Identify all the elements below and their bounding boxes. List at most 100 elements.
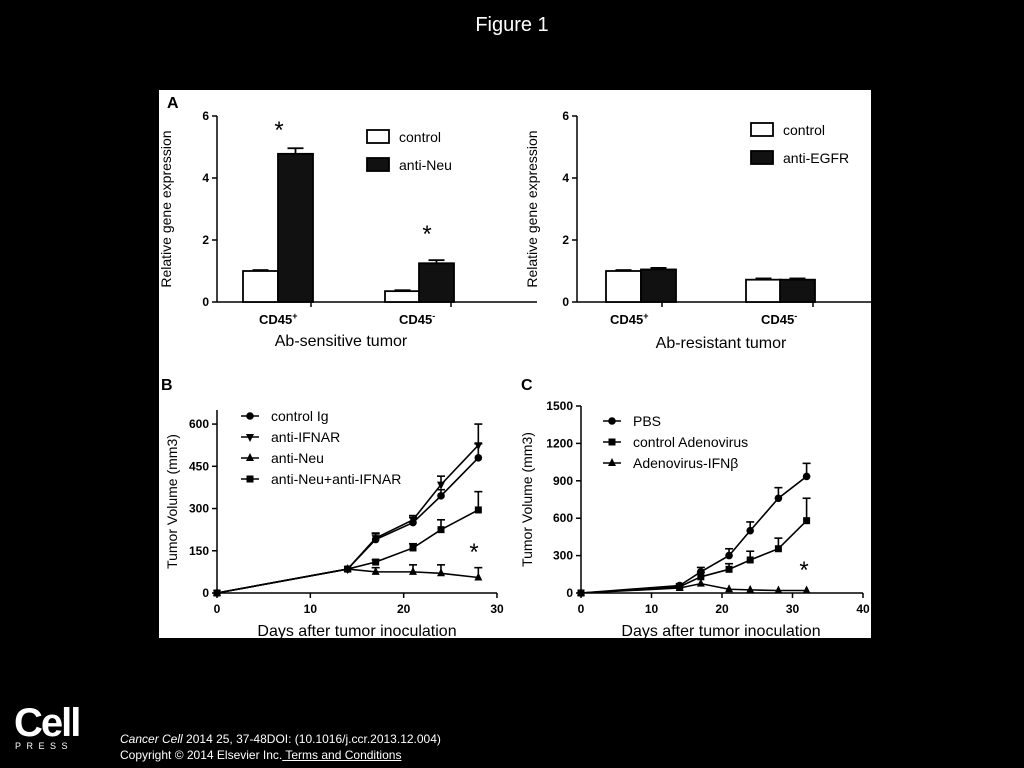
y-tick-label: 6	[202, 109, 209, 123]
data-point	[725, 565, 733, 573]
x-tick-label: 30	[490, 602, 504, 616]
bar	[242, 270, 279, 303]
y-axis-label: Tumor Volume (mm3)	[519, 432, 535, 567]
data-point	[213, 589, 221, 597]
data-point	[746, 526, 754, 535]
bar	[277, 152, 314, 303]
bar	[779, 278, 816, 303]
legend-label: anti-Neu+anti-IFNAR	[271, 471, 401, 487]
data-point	[474, 442, 483, 451]
x-axis-label: Days after tumor inoculation	[621, 623, 820, 638]
data-point	[371, 566, 380, 575]
citation-details: 2014 25, 37-48DOI: (10.1016/j.ccr.2013.1…	[186, 732, 441, 746]
legend-marker	[246, 434, 254, 442]
terms-and-conditions-link[interactable]: Terms and Conditions	[282, 748, 402, 762]
y-tick-label: 0	[566, 586, 573, 600]
panel-letter: A	[167, 95, 179, 112]
y-tick-label: 0	[562, 295, 569, 309]
citation: Cancer Cell 2014 25, 37-48DOI: (10.1016/…	[120, 731, 441, 763]
category-superscript: -	[794, 311, 797, 321]
legend-label: PBS	[633, 413, 661, 429]
data-point	[474, 572, 483, 581]
data-point	[344, 565, 352, 573]
legend-marker	[246, 412, 254, 420]
x-tick-label: 0	[214, 602, 221, 616]
data-point	[437, 526, 445, 534]
category-superscript: +	[292, 311, 297, 321]
y-tick-label: 2	[562, 233, 569, 247]
data-point	[437, 481, 445, 490]
series-line	[216, 509, 479, 594]
data-point	[802, 585, 811, 594]
legend-marker	[608, 417, 616, 425]
category-superscript: -	[432, 311, 435, 321]
x-tick-label: 30	[786, 602, 800, 616]
x-tick-label: 20	[397, 602, 411, 616]
data-point	[371, 535, 380, 544]
bar	[384, 290, 421, 303]
data-point	[577, 588, 585, 596]
chart-0: A 0 2 4 6 Relative gene expression Ab-sensitiv…	[159, 95, 537, 350]
series-line	[580, 520, 808, 594]
y-tick-label: 4	[562, 171, 569, 185]
y-tick-label: 0	[202, 586, 209, 600]
logo-brand-text: Cell	[14, 701, 79, 745]
legend-label: anti-Neu	[271, 450, 324, 466]
y-tick-label: 600	[189, 417, 209, 431]
y-tick-label: 150	[189, 544, 209, 558]
data-point	[437, 568, 445, 577]
legend-label: anti-Neu	[399, 157, 452, 173]
category-superscript: +	[643, 311, 648, 321]
significance-star: *	[799, 557, 808, 584]
data-point	[474, 506, 482, 514]
bar	[418, 262, 455, 303]
y-axis-label: Relative gene expression	[524, 130, 540, 287]
data-point	[697, 573, 705, 581]
y-tick-label: 2	[202, 233, 209, 247]
legend-swatch	[366, 157, 390, 172]
significance-star: *	[469, 539, 478, 566]
bar	[745, 278, 782, 303]
legend-marker	[246, 453, 254, 461]
series-line	[580, 582, 807, 594]
legend-swatch	[366, 129, 390, 144]
x-axis-label: Ab-sensitive tumor	[275, 333, 408, 350]
copyright-text: Copyright © 2014 Elsevier Inc.	[120, 748, 283, 762]
data-point	[725, 551, 733, 560]
legend-swatch	[750, 150, 774, 165]
data-point	[774, 545, 782, 553]
y-tick-label: 900	[553, 474, 573, 488]
data-point	[474, 454, 483, 462]
y-axis-label: Relative gene expression	[159, 130, 174, 287]
logo-subtitle-text: PRESS	[15, 741, 73, 750]
data-point	[372, 558, 380, 566]
significance-star: *	[422, 221, 431, 248]
data-point	[409, 516, 417, 525]
cell-press-logo: Cell PRESS	[14, 701, 81, 750]
x-axis-label: Days after tumor inoculation	[257, 623, 456, 638]
legend-label: control Ig	[271, 408, 329, 424]
legend-label: Adenovirus-IFNβ	[633, 455, 738, 471]
x-tick-label: 10	[304, 602, 318, 616]
data-point	[802, 472, 811, 481]
category-label: CD45+	[610, 311, 649, 327]
panel-letter: B	[161, 377, 173, 394]
y-tick-label: 1200	[546, 436, 573, 450]
data-point	[675, 583, 684, 592]
category-label: CD45-	[761, 311, 797, 327]
data-point	[409, 566, 417, 575]
x-axis-label: Ab-resistant tumor	[656, 335, 787, 352]
legend-label: control	[783, 122, 825, 138]
legend-label: anti-IFNAR	[271, 429, 340, 445]
x-tick-label: 20	[715, 602, 729, 616]
y-tick-label: 450	[189, 459, 209, 473]
legend-marker	[608, 458, 616, 466]
legend-swatch	[750, 122, 774, 137]
citation-line: Cancer Cell 2014 25, 37-48DOI: (10.1016/…	[120, 731, 441, 747]
x-tick-label: 10	[645, 602, 659, 616]
data-point	[746, 584, 755, 593]
slide-title: Figure 1	[475, 14, 549, 36]
legend-label: control	[399, 129, 441, 145]
